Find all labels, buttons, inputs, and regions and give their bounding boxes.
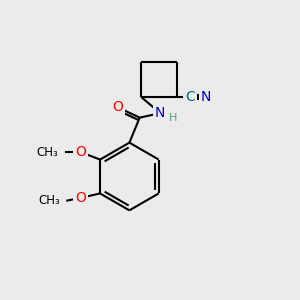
- Text: C: C: [185, 90, 195, 104]
- Text: N: N: [155, 106, 166, 120]
- Text: O: O: [76, 145, 86, 159]
- Text: CH₃: CH₃: [38, 194, 60, 207]
- Text: O: O: [76, 191, 86, 205]
- Text: H: H: [169, 113, 177, 124]
- Text: CH₃: CH₃: [37, 146, 58, 159]
- Text: O: O: [112, 100, 123, 114]
- Text: N: N: [201, 90, 211, 104]
